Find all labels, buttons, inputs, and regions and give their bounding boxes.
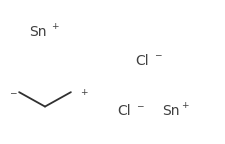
Text: −: − [136,101,144,110]
Text: +: + [51,22,58,31]
Text: +: + [181,101,189,110]
Text: −: − [9,88,16,97]
Text: +: + [80,88,87,97]
Text: Sn: Sn [162,104,180,118]
Text: −: − [154,51,162,60]
Text: Cl: Cl [135,54,149,68]
Text: Sn: Sn [29,25,47,39]
Text: Cl: Cl [117,104,131,118]
